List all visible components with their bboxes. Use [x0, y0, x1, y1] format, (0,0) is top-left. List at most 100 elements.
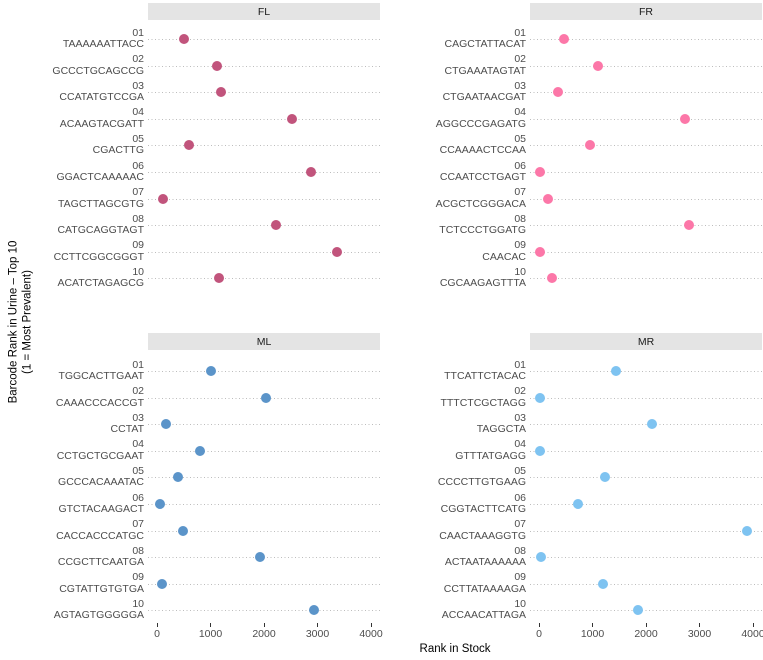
x-axis-tick-label: 0: [536, 628, 542, 640]
grid-line: [530, 504, 762, 505]
data-point: [195, 445, 206, 456]
x-axis-tick: [156, 622, 158, 627]
grid-line: [148, 172, 380, 173]
barcode-rank-label: 04: [514, 438, 526, 450]
x-axis-tick-label: 3000: [687, 628, 712, 640]
grid-line: [530, 145, 762, 146]
y-axis-row-label: 03 CTGAATAACGAT: [410, 79, 526, 104]
barcode-sequence-label: TAAAAAATTACC: [62, 38, 144, 50]
y-axis-row-label: 09 CCTTCGGCGGGT: [28, 239, 144, 263]
data-point: [205, 366, 216, 376]
grid-line: [148, 118, 380, 120]
barcode-rank-label: 06: [132, 159, 144, 172]
barcode-sequence-label: TGGCACTTGAAT: [58, 370, 144, 382]
barcode-sequence-label: GTCTACAAGACT: [58, 503, 144, 515]
y-axis-row-label: 03 CCATATGTCCGA: [28, 80, 144, 104]
y-axis-row-label: 07 CACCACCCATGC: [28, 518, 144, 542]
x-axis-tick-label: 0: [154, 628, 160, 640]
grid-line: [148, 251, 380, 253]
barcode-rank-label: 02: [514, 53, 526, 65]
y-axis-row-label: 04 CCTGCTGCGAAT: [28, 438, 144, 462]
y-axis-row-label: 06 GGACTCAAAAAC: [28, 159, 144, 184]
barcode-sequence-label: CCTGCTGCGAAT: [56, 449, 144, 462]
grid-line: [530, 92, 762, 93]
data-point: [306, 167, 317, 177]
barcode-sequence-label: TAGGCTA: [476, 423, 526, 435]
data-point: [546, 273, 557, 283]
barcode-rank-label: 05: [514, 132, 526, 145]
data-point: [157, 193, 168, 204]
x-axis-tick-label: 1000: [580, 628, 605, 640]
y-axis-row-label: 02 CTGAAATAGTAT: [410, 53, 526, 77]
x-axis-tick: [263, 622, 265, 627]
barcode-rank-label: 03: [514, 411, 526, 424]
y-axis-row-label: 10 CGCAAGAGTTTA: [410, 265, 526, 290]
y-axis-row-label: 04 ACAAGTACGATT: [28, 106, 144, 130]
barcode-rank-label: 09: [132, 571, 144, 583]
grid-line: [530, 530, 762, 532]
barcode-sequence-label: CCAATCCTGAGT: [439, 171, 526, 183]
barcode-rank-label: 01: [514, 358, 526, 371]
grid-line: [148, 371, 380, 372]
grid-line: [148, 145, 380, 146]
barcode-sequence-label: ACTAATAAAAAA: [444, 556, 526, 568]
barcode-sequence-label: CTGAATAACGAT: [442, 91, 526, 103]
barcode-rank-label: 06: [514, 491, 526, 504]
data-point: [184, 140, 195, 150]
x-axis-tick-label: 4000: [359, 628, 383, 640]
data-point: [593, 60, 604, 71]
x-axis-tick: [538, 622, 540, 627]
barcode-rank-label: 02: [514, 385, 526, 397]
grid-line: [148, 450, 380, 452]
y-axis-row-label: 02 CAAACCCACCGT: [28, 385, 144, 409]
grid-line: [530, 172, 762, 173]
y-axis-row-label: 03 CCTAT: [28, 412, 144, 436]
data-point: [553, 87, 564, 97]
grid-line: [148, 278, 380, 279]
y-axis-row-label: 05 CCAAAACTCCAA: [410, 132, 526, 157]
y-axis-row-label: 07 ACGCTCGGGACA: [410, 186, 526, 210]
data-point: [261, 392, 272, 403]
barcode-rank-label: 08: [132, 212, 144, 225]
grid-line: [530, 450, 762, 452]
facet-strip: FR: [530, 3, 762, 20]
barcode-sequence-label: CCTTCGGCGGGT: [53, 250, 144, 263]
barcode-sequence-label: CAGCTATTACAT: [444, 38, 526, 50]
x-axis-tick: [370, 622, 372, 627]
grid-line: [530, 225, 762, 226]
barcode-rank-label: 07: [514, 518, 526, 530]
barcode-rank-label: 10: [514, 265, 526, 278]
barcode-rank-label: 05: [132, 464, 144, 477]
x-axis-tick: [645, 622, 647, 627]
barcode-rank-label: 07: [132, 518, 144, 530]
barcode-rank-label: 01: [132, 26, 144, 39]
data-point: [535, 552, 546, 562]
y-axis-row-label: 09 CGTATTGTGTGA: [28, 571, 144, 595]
data-point: [287, 113, 298, 124]
y-axis-row-label: 06 CGGTACTTCATG: [410, 491, 526, 516]
grid-line: [148, 65, 380, 67]
barcode-rank-label: 05: [514, 464, 526, 477]
y-axis-row-label: 08 CATGCAGGTAGT: [28, 212, 144, 237]
barcode-sequence-label: AGGCCCGAGATG: [435, 117, 526, 130]
grid-line: [530, 371, 762, 372]
grid-line: [148, 39, 380, 40]
barcode-rank-label: 09: [132, 239, 144, 251]
grid-line: [530, 251, 762, 253]
barcode-rank-label: 08: [132, 544, 144, 557]
facet-strip-label: ML: [256, 335, 272, 348]
barcode-rank-label: 03: [514, 79, 526, 92]
grid-line: [530, 610, 762, 611]
barcode-sequence-label: ACGCTCGGGACA: [435, 197, 526, 210]
grid-line: [148, 530, 380, 532]
barcode-rank-label: 04: [132, 106, 144, 118]
barcode-sequence-label: CGTATTGTGTGA: [59, 582, 144, 595]
x-axis-tick: [210, 622, 211, 627]
facet-strip: FL: [148, 3, 380, 20]
barcode-rank-label: 04: [514, 106, 526, 118]
data-point: [598, 578, 609, 589]
grid-line: [148, 225, 380, 226]
data-point: [679, 113, 690, 124]
barcode-sequence-label: TTCATTCTACAC: [444, 370, 526, 382]
barcode-sequence-label: AGTAGTGGGGGA: [53, 609, 144, 621]
